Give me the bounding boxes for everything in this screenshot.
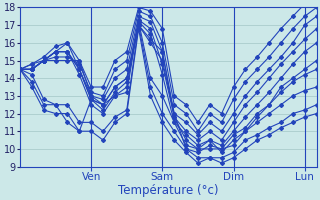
X-axis label: Température (°c): Température (°c): [118, 184, 219, 197]
